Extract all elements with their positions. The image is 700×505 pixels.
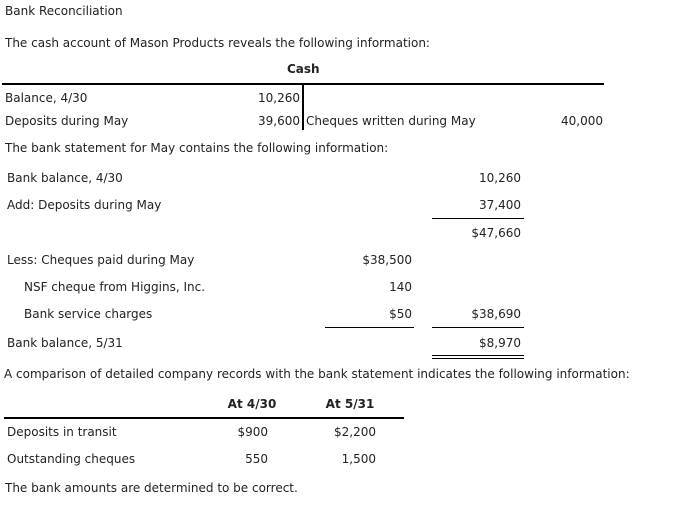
comparison-intro: A comparison of detailed company records…: [4, 367, 630, 381]
row-label: Outstanding cheques: [7, 452, 136, 466]
row-value: 550: [245, 452, 268, 466]
less-label: Bank service charges: [24, 307, 153, 321]
add-deposits-label: Add: Deposits during May: [7, 198, 162, 212]
row-value: $900: [237, 425, 268, 439]
closing-label: Bank balance, 5/31: [7, 336, 123, 350]
row-value: 1,500: [341, 452, 376, 466]
less-column-rule: [325, 327, 414, 328]
statement-intro: The bank statement for May contains the …: [5, 141, 389, 155]
opening-amount: 10,260: [479, 171, 521, 185]
row-label: Deposits in transit: [7, 425, 117, 439]
t-account-header: Cash: [287, 62, 320, 76]
debit-label: Balance, 4/30: [5, 91, 88, 105]
closing-double-rule: [432, 355, 524, 359]
intro-text: The cash account of Mason Products revea…: [5, 36, 430, 50]
page-title: Bank Reconciliation: [5, 4, 123, 18]
subtotal-rule: [432, 218, 524, 219]
t-account-divider: [302, 84, 304, 130]
credit-label: Cheques written during May: [306, 114, 476, 128]
less-label: NSF cheque from Higgins, Inc.: [24, 280, 206, 294]
less-amount: $38,500: [362, 253, 412, 267]
column-header: At 4/30: [227, 397, 277, 411]
less-total-amount: $38,690: [471, 307, 521, 321]
comparison-header-rule: [4, 417, 404, 419]
less-total-rule: [432, 327, 524, 328]
row-value: $2,200: [334, 425, 376, 439]
footer-note: The bank amounts are determined to be co…: [5, 481, 298, 495]
less-amount: $50: [389, 307, 412, 321]
column-header: At 5/31: [325, 397, 375, 411]
closing-amount: $8,970: [479, 336, 521, 350]
debit-label: Deposits during May: [5, 114, 129, 128]
opening-label: Bank balance, 4/30: [7, 171, 123, 185]
less-amount: 140: [389, 280, 412, 294]
subtotal-amount: $47,660: [471, 226, 521, 240]
debit-amount: 39,600: [258, 114, 300, 128]
credit-amount: 40,000: [561, 114, 603, 128]
add-deposits-amount: 37,400: [479, 198, 521, 212]
less-label: Less: Cheques paid during May: [7, 253, 195, 267]
debit-amount: 10,260: [258, 91, 300, 105]
